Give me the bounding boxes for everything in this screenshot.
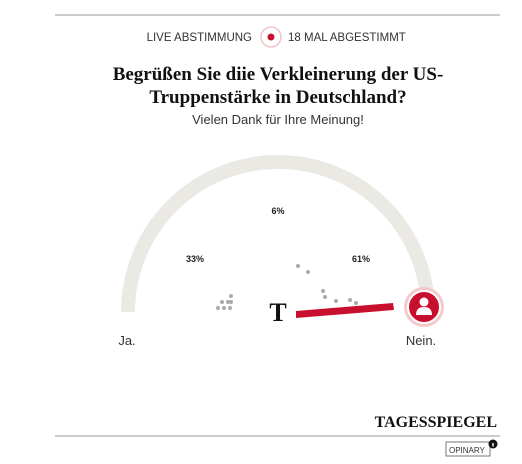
logo-mark: T [269,298,286,327]
live-label: LIVE ABSTIMMUNG [147,32,252,44]
footer-box [445,441,491,457]
brand: TAGESSPIEGEL [375,414,497,431]
gauge-arc [121,155,435,313]
info-glyph [492,443,494,447]
subtitle: Vielen Dank für Ihre Meinung! [192,112,364,127]
live-dot [267,33,275,41]
result-left: 33% [186,254,204,264]
question: Truppenstärke in Deutschland? [149,87,406,108]
vote-count: 18 MAL ABGESTIMMT [288,32,406,44]
result-middle: 6% [271,206,284,216]
needle [296,303,394,318]
question: Begrüßen Sie diie Verkleinerung der US- [113,64,444,85]
user-icon [419,297,429,307]
vote-dots [216,264,358,310]
scale-left: Ja. [118,333,135,348]
result-right: 61% [352,254,370,264]
footer[interactable]: OPINARY [449,446,486,455]
user-icon [416,307,432,315]
scale-right: Nein. [406,333,436,348]
